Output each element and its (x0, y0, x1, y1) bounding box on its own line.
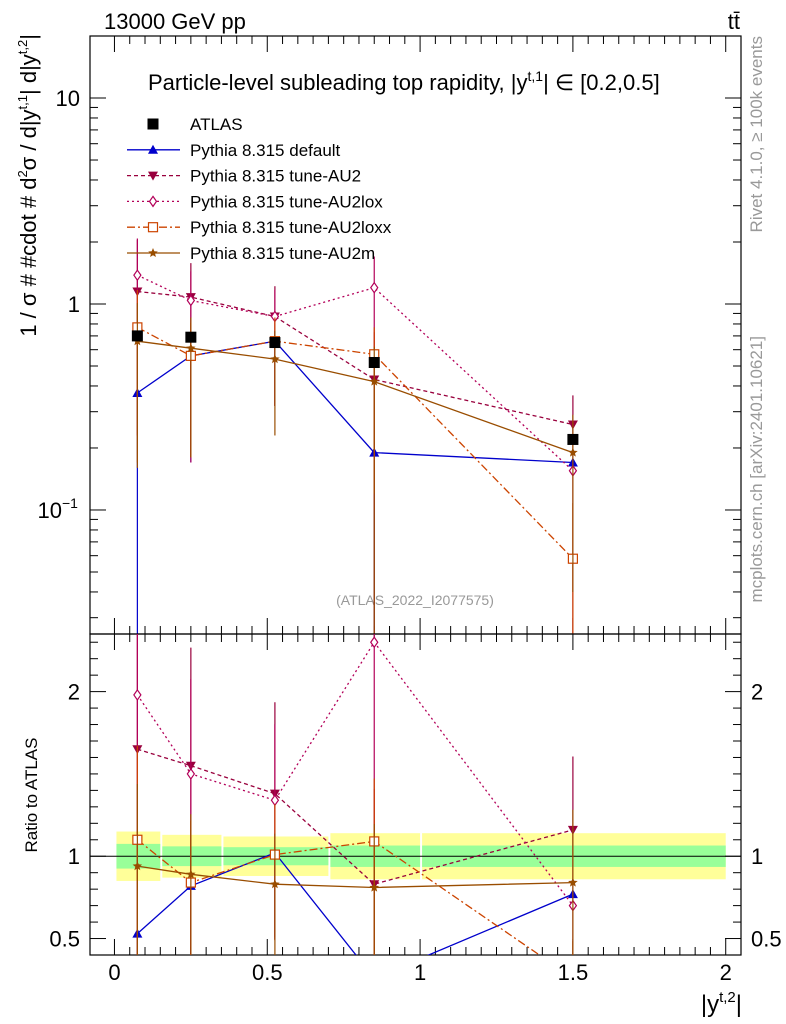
series-line-default (137, 340, 573, 464)
ratio-tick-label-left: 2 (68, 680, 80, 705)
series-au2loxx (132, 289, 579, 634)
marker-diamond-open (186, 294, 196, 307)
marker-diamond-open (370, 636, 379, 649)
series-default (132, 336, 578, 634)
x-axis-label: |yt,2| (701, 989, 742, 1018)
marker-atlas (131, 330, 143, 342)
y-tick-label: 10 (38, 498, 62, 523)
ratio-line-au2loxx (136, 839, 541, 955)
legend-label: Pythia 8.315 tune-AU2lox (190, 192, 383, 211)
legend-entry-au2loxx: Pythia 8.315 tune-AU2loxx (127, 218, 392, 237)
marker-star (568, 447, 578, 457)
marker-diamond-open (186, 767, 196, 780)
marker-diamond-open (370, 281, 379, 294)
marker-atlas (185, 331, 197, 343)
marker-star (270, 879, 280, 889)
marker-triangle-down (148, 171, 158, 181)
series-au2m (132, 303, 578, 634)
legend-entry-atlas: ATLAS (147, 115, 243, 134)
series-line-au2loxx (137, 326, 574, 560)
legend-label: Pythia 8.315 tune-AU2m (190, 244, 375, 263)
marker-atlas (269, 337, 281, 349)
y-tick-label: 1 (68, 292, 80, 317)
series-line-au2m (137, 340, 574, 454)
energy-label: 13000 GeV pp (104, 9, 246, 34)
legend: ATLAS Pythia 8.315 default Pythia 8.315 tu… (127, 115, 392, 263)
series-atlas (131, 330, 579, 445)
ratio-series-au2 (132, 634, 578, 955)
x-tick-label: 1.5 (558, 960, 589, 985)
ratio-line-au2lox (136, 641, 574, 906)
marker-atlas (567, 433, 579, 445)
ratio-series-au2m (132, 784, 578, 955)
marker-square-open (147, 222, 159, 233)
rivet-label: Rivet 4.1.0, ≥ 100k events (747, 36, 766, 232)
legend-entry-au2: Pythia 8.315 tune-AU2 (127, 167, 361, 186)
marker-star (270, 354, 280, 364)
marker-star (369, 376, 379, 386)
ratio-panel: 0.5 0.5 1 1 2 2 0 0.5 1 1.5 2 (49, 633, 782, 985)
plot-title: Particle-level subleading top rapidity, … (148, 68, 660, 95)
x-tick-label: 0.5 (252, 960, 283, 985)
ratio-tick-label-left: 0.5 (49, 927, 80, 952)
marker-atlas (147, 118, 159, 130)
series-au2 (132, 239, 578, 634)
ratio-axis-label: Ratio to ATLAS (22, 738, 41, 853)
y-axis-label: 1 / σ # #cdot # d2σ / d|yt,1| d|yt,2| (15, 34, 41, 337)
series-line-au2lox (137, 274, 574, 472)
marker-star (369, 882, 379, 892)
legend-entry-au2lox: Pythia 8.315 tune-AU2lox (127, 192, 383, 211)
marker-star (148, 248, 158, 257)
ratio-tick-label-right: 0.5 (751, 927, 782, 952)
plot-title-tail: | ∈ [0.2,0.5] (543, 70, 660, 95)
ratio-tick-label-right: 2 (751, 680, 763, 705)
plot-title-sup: t,1 (528, 68, 544, 84)
marker-triangle-up (148, 144, 158, 154)
series-au2lox (133, 238, 578, 634)
legend-label: ATLAS (190, 115, 243, 134)
marker-atlas (368, 356, 380, 368)
ratio-tick-label-left: 1 (68, 844, 80, 869)
legend-label: Pythia 8.315 default (190, 141, 341, 160)
x-tick-label: 2 (720, 960, 732, 985)
marker-star (568, 877, 578, 887)
y-tick-label: 10 (56, 86, 80, 111)
x-tick-label: 0 (108, 960, 120, 985)
marker-diamond-open (133, 688, 142, 701)
ratio-line-au2 (137, 748, 574, 885)
marker-diamond-open (148, 195, 158, 208)
plot-title-main: Particle-level subleading top rapidity, … (148, 70, 528, 95)
legend-label: Pythia 8.315 tune-AU2 (190, 167, 361, 186)
ratio-tick-label-right: 1 (751, 844, 763, 869)
marker-star (132, 861, 143, 871)
marker-star (186, 343, 196, 353)
ratio-frame (89, 633, 742, 956)
process-label: tt̄ (728, 9, 740, 34)
marker-star (186, 869, 196, 879)
mcplots-label: mcplots.cern.ch [arXiv:2401.10621] (747, 336, 766, 602)
x-tick-label: 1 (414, 960, 426, 985)
legend-label: Pythia 8.315 tune-AU2loxx (190, 218, 392, 237)
series-line-au2 (137, 290, 574, 426)
y-tick-label-exponent: −1 (62, 495, 78, 511)
analysis-watermark: (ATLAS_2022_I2077575) (336, 592, 494, 608)
ratio-series-au2lox (133, 634, 578, 955)
legend-entry-default: Pythia 8.315 default (127, 141, 341, 160)
marker-diamond-open (133, 269, 142, 282)
legend-entry-au2m: Pythia 8.315 tune-AU2m (127, 244, 375, 263)
